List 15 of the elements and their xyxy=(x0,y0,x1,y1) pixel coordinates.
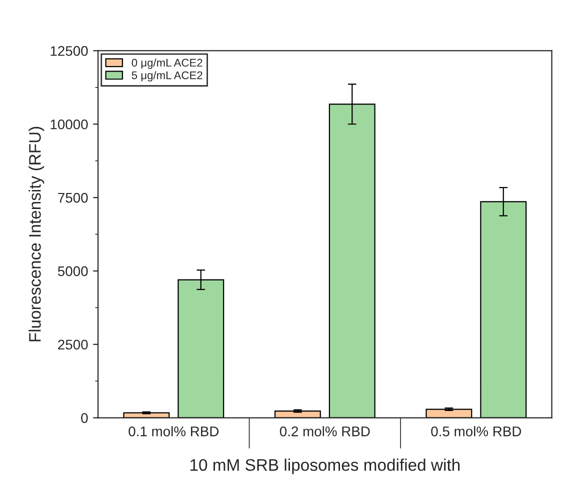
bar xyxy=(123,412,170,418)
y-tick-label: 5000 xyxy=(58,266,88,276)
y-tick-label: 7500 xyxy=(58,192,88,203)
y-tick-label: 10000 xyxy=(50,119,88,130)
bar xyxy=(426,408,472,418)
x-tick-label: 0.1 mol% RBD xyxy=(128,426,219,436)
legend-label: 5 μg/mL ACE2 xyxy=(132,71,202,82)
y-tick-label: 12500 xyxy=(50,46,88,56)
x-tick-label: 0.2 mol% RBD xyxy=(280,426,370,436)
x-axis-title: 10 mM SRB liposomes modified with xyxy=(190,458,460,474)
y-tick-label: 0 xyxy=(81,413,88,423)
x-tick-label: 0.5 mol% RBD xyxy=(431,426,522,436)
y-axis-title: Fluorescence Intensity (RFU) xyxy=(28,126,44,342)
legend-label: 0 μg/mL ACE2 xyxy=(132,58,202,69)
y-tick-label: 2500 xyxy=(58,340,88,350)
